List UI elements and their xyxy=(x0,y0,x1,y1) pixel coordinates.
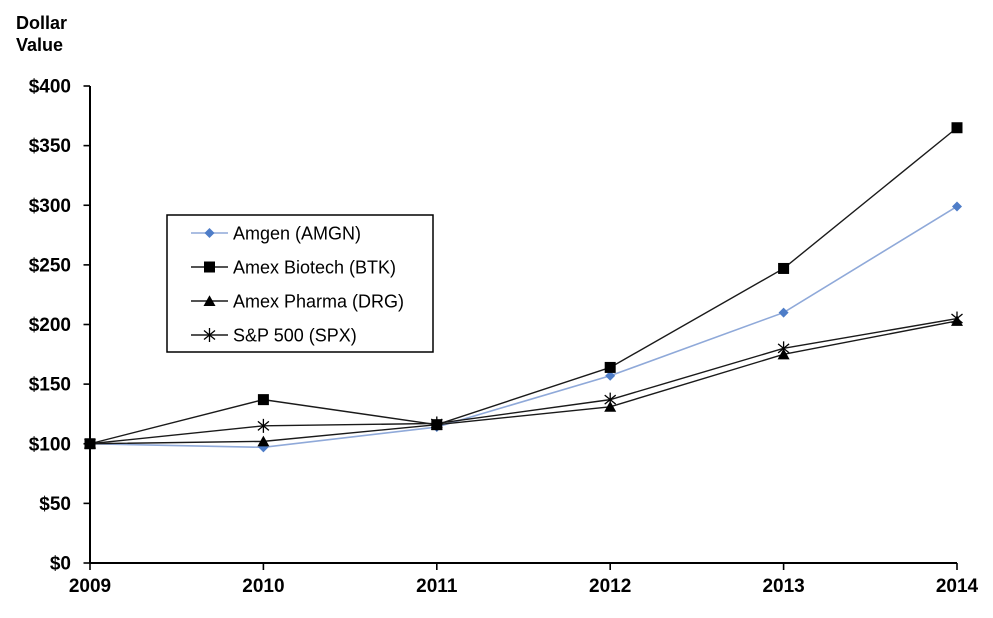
x-tick-label: 2013 xyxy=(762,576,804,597)
marker-square-amex-biotech-btk xyxy=(257,394,269,406)
marker-diamond-amgen-amgn xyxy=(778,307,789,318)
series-line-amex-biotech-btk xyxy=(89,127,958,445)
marker-triangle-amex-pharma-drg xyxy=(604,400,617,412)
legend-label-s-p-500-spx: S&P 500 (SPX) xyxy=(233,326,357,346)
y-axis-title: Dollar Value xyxy=(16,12,67,56)
y-tick-label: $150 xyxy=(29,375,71,396)
marker-triangle-amex-pharma-drg xyxy=(951,315,963,326)
x-tick-label: 2014 xyxy=(936,576,979,597)
y-axis-title-line2: Value xyxy=(16,35,64,55)
legend-label-amex-biotech-btk: Amex Biotech (BTK) xyxy=(233,258,396,278)
marker-diamond-legend-amgen-amgn xyxy=(204,228,215,238)
y-tick-label: $350 xyxy=(29,136,71,157)
y-tick-label: $50 xyxy=(39,494,71,515)
marker-square-amex-biotech-btk xyxy=(604,361,616,373)
series-line-amgen-amgn xyxy=(89,205,958,449)
x-tick-label: 2012 xyxy=(589,576,631,597)
legend-item-amgen-amgn: Amgen (AMGN) xyxy=(191,224,361,244)
marker-square-legend-amex-biotech-btk xyxy=(204,261,215,273)
series-markers-amex-biotech-btk xyxy=(84,122,963,450)
y-axis-title-line1: Dollar xyxy=(16,13,68,33)
y-tick-label: $300 xyxy=(29,196,71,217)
series-line-amex-pharma-drg xyxy=(89,320,958,445)
x-tick-label: 2010 xyxy=(242,576,284,597)
legend-item-amex-biotech-btk: Amex Biotech (BTK) xyxy=(191,258,396,278)
y-tick-label: $200 xyxy=(29,315,71,336)
marker-square-amex-biotech-btk xyxy=(951,122,963,134)
marker-triangle-legend-amex-pharma-drg xyxy=(203,295,216,306)
marker-diamond-amgen-amgn xyxy=(605,370,616,381)
series-line-s-p-500-spx xyxy=(89,317,958,445)
marker-diamond-amgen-amgn xyxy=(952,201,962,212)
legend-label-amgen-amgn: Amgen (AMGN) xyxy=(233,224,361,244)
legend-item-s-p-500-spx: S&P 500 (SPX) xyxy=(191,326,357,346)
marker-asterisk-s-p-500-spx xyxy=(257,418,270,433)
legend-box xyxy=(166,214,434,353)
y-tick-label: $100 xyxy=(29,434,71,455)
marker-asterisk-legend-s-p-500-spx xyxy=(203,328,216,342)
x-tick-label: 2011 xyxy=(416,576,458,597)
marker-square-amex-biotech-btk xyxy=(84,438,96,450)
y-tick-label: $250 xyxy=(29,255,71,276)
legend-item-amex-pharma-drg: Amex Pharma (DRG) xyxy=(191,292,404,312)
x-tick-label: 2009 xyxy=(69,576,111,597)
marker-triangle-amex-pharma-drg xyxy=(777,348,790,360)
marker-square-amex-biotech-btk xyxy=(778,262,790,274)
legend-label-amex-pharma-drg: Amex Pharma (DRG) xyxy=(233,292,404,312)
marker-square-amex-biotech-btk xyxy=(431,419,443,431)
y-tick-label: $400 xyxy=(29,77,71,98)
marker-triangle-amex-pharma-drg xyxy=(257,435,270,447)
y-tick-label: $0 xyxy=(50,554,71,575)
